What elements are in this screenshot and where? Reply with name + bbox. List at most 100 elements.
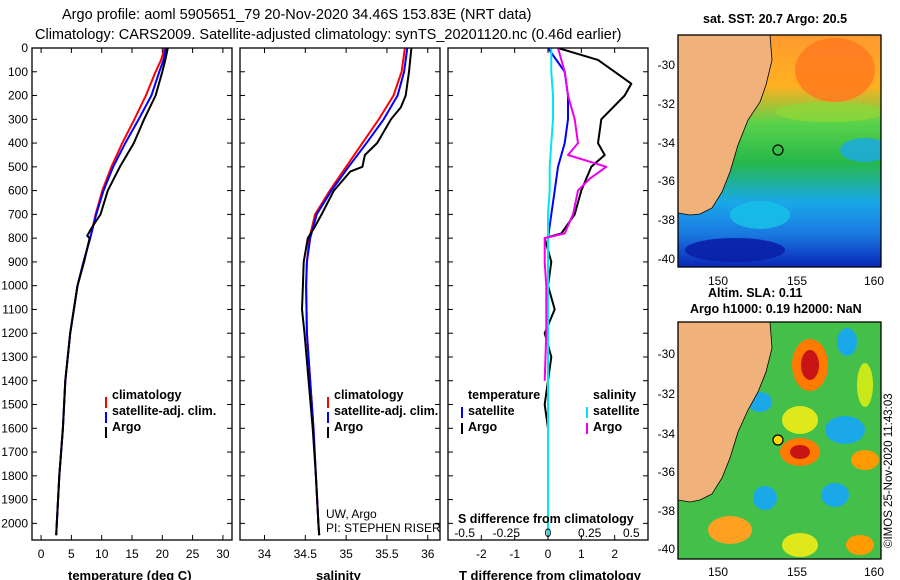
s-diff-tick-label: -0.5 (454, 526, 475, 540)
legend-salinity-heading: salinity (593, 388, 636, 402)
depth-tick-label: 1400 (1, 374, 28, 388)
salinity-panel: 34 34.5 35 35.5 36 salinity climatology sate… (239, 47, 441, 580)
x-tick-label: -2 (476, 547, 487, 561)
front-patch (775, 102, 881, 122)
depth-tick-label: 900 (8, 255, 28, 269)
x-tick-label: 34.5 (294, 547, 318, 561)
xtick-label: 155 (787, 274, 807, 288)
depth-tick-label: 300 (8, 112, 28, 126)
t-difference-xlabel: T difference from climatology (459, 568, 642, 580)
depth-tick-label: 1900 (1, 493, 28, 507)
warm-patch (795, 38, 875, 102)
x-tick-label: 1 (578, 547, 585, 561)
s-argo-line (543, 48, 608, 381)
legend-s-satellite-label: satellite (593, 404, 640, 418)
x-tick-label: 35 (339, 547, 353, 561)
australia-land (678, 322, 773, 503)
sla-map-title-1: Altim. SLA: 0.11 (708, 286, 803, 300)
cold-patch (685, 238, 785, 262)
sla-anomaly (851, 450, 879, 470)
sla-anomaly (753, 486, 777, 510)
ytick-label: -36 (658, 174, 676, 188)
ytick-label: -40 (658, 252, 676, 266)
t-satellite-line (547, 48, 569, 536)
x-tick-label: 0 (545, 547, 552, 561)
depth-tick-label: 100 (8, 65, 28, 79)
salinity-axes-frame (239, 47, 441, 541)
x-tick-label: 25 (186, 547, 200, 561)
depth-tick-label: 2000 (1, 516, 28, 530)
sst-map-title: sat. SST: 20.7 Argo: 20.5 (703, 12, 847, 26)
sla-anomaly (821, 483, 849, 507)
depth-tick-label: 1000 (1, 279, 28, 293)
legend-climatology-label: climatology (112, 388, 182, 402)
sst-map-xticks: 150 155 160 (708, 274, 884, 288)
xtick-label: 150 (708, 565, 728, 579)
temperature-xlabel: temperature (deg C) (68, 568, 192, 580)
sla-anomaly (801, 350, 819, 380)
depth-tick-label: 400 (8, 136, 28, 150)
x-tick-label: 20 (156, 547, 170, 561)
argo-line (301, 48, 413, 536)
depth-tick-label: 1100 (2, 302, 28, 316)
legend-climatology-label: climatology (334, 388, 404, 402)
sla-map-frame (677, 321, 882, 560)
depth-tick-label: 1200 (1, 326, 28, 340)
argo-position-marker (772, 434, 784, 446)
credit: ©IMOS 25-Nov-2020 11:43:03 (883, 393, 895, 548)
sla-anomaly (837, 328, 857, 356)
pi-annotation-line1: UW, Argo (326, 507, 377, 521)
ytick-label: -36 (658, 465, 676, 479)
depth-tick-label: 500 (8, 160, 28, 174)
temperature-panel: 0100200300400500600700800900100011001200… (1, 41, 233, 580)
x-tick-label: 2 (611, 547, 618, 561)
temperature-legend: climatology satellite-adj. clim. Argo (105, 388, 216, 438)
ytick-label: -40 (658, 542, 676, 556)
sst-map-yticks: -30 -32 -34 -36 -38 -40 (658, 58, 676, 266)
sla-anomaly (790, 445, 810, 459)
s-diff-tick-label: 0.25 (578, 526, 602, 540)
sla-anomaly (708, 516, 752, 544)
temperature-ticks (32, 47, 232, 540)
s-difference-title: S difference from climatology (458, 512, 634, 526)
difference-lines (543, 48, 633, 536)
depth-tick-label: 600 (8, 184, 28, 198)
sla-map-title-2: Argo h1000: 0.19 h2000: NaN (690, 302, 862, 316)
satellite-adj-clim--line (305, 48, 409, 536)
difference-legend: temperature satellite Argo salinity sate… (461, 388, 640, 434)
temperature-lines (55, 48, 169, 536)
sla-map-image (678, 322, 881, 559)
legend-argo-label: Argo (112, 420, 142, 434)
s-diff-tick-label: 0.5 (623, 526, 640, 540)
x-tick-label: 15 (125, 547, 139, 561)
x-tick-label: -1 (509, 547, 520, 561)
ytick-label: -32 (658, 387, 676, 401)
x-tick-label: 35.5 (375, 547, 399, 561)
x-tick-label: 0 (38, 547, 45, 561)
ytick-label: -30 (658, 58, 676, 72)
pi-annotation-line2: PI: STEPHEN RISER (326, 521, 441, 535)
x-tick-label: 10 (95, 547, 109, 561)
sst-map: sat. SST: 20.7 Argo: 20.5 -30 -32 -34 -3… (658, 12, 885, 288)
sla-map-yticks: -30 -32 -34 -36 -38 -40 (658, 347, 676, 556)
salinity-ticks (240, 47, 440, 540)
xtick-label: 160 (864, 274, 884, 288)
satellite-adj-clim--line (55, 48, 167, 536)
depth-tick-label: 700 (8, 207, 28, 221)
xtick-label: 160 (864, 565, 884, 579)
depth-tick-label: 800 (8, 231, 28, 245)
legend-satellite-label: satellite-adj. clim. (334, 404, 438, 418)
ytick-label: -30 (658, 347, 676, 361)
depth-tick-label: 1500 (1, 398, 28, 412)
sst-map-image (678, 35, 881, 267)
argo-position-marker (772, 144, 784, 156)
sla-anomaly (782, 406, 818, 434)
sla-anomaly (846, 535, 874, 555)
s-difference-scale-labels: -0.5 -0.25 0 0.25 0.5 (454, 526, 640, 540)
depth-tick-label: 1600 (1, 421, 28, 435)
header-line-2: Climatology: CARS2009. Satellite-adjuste… (35, 27, 622, 43)
sla-map-xticks: 150 155 160 (708, 565, 884, 579)
legend-s-argo-label: Argo (593, 420, 623, 434)
header-line-1: Argo profile: aoml 5905651_79 20-Nov-202… (62, 7, 531, 23)
